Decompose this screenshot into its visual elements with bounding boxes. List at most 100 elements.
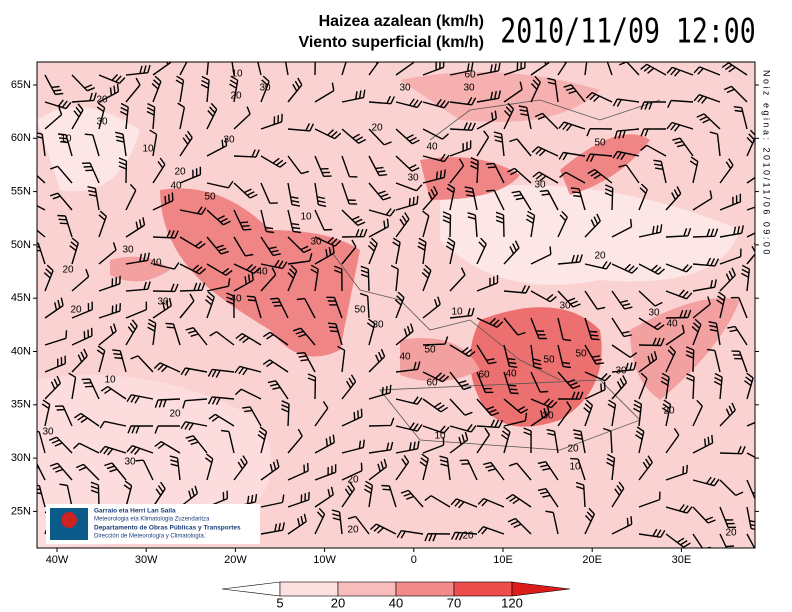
wind-barb [233,455,248,481]
wind-barb [381,484,397,508]
wind-barb [547,77,559,103]
wind-barb [640,144,667,157]
wind-barb [614,128,640,139]
lon-label: 20E [582,554,602,566]
contour-label: 50 [354,305,366,316]
wind-barb [154,425,180,434]
wind-barb [260,236,281,257]
wind-barb [257,62,262,76]
contour-label: 30 [615,366,627,377]
wind-barb [179,293,195,319]
wind-barb [530,371,549,393]
wind-barb [125,217,146,238]
wind-barb [127,425,154,434]
wind-barb [584,371,612,382]
wind-barb [537,461,559,481]
contour-label: 60 [464,70,476,81]
wind-barb [262,359,289,373]
wind-barb [611,516,633,535]
wind-barb [179,236,206,249]
contour-label: 30 [648,308,660,319]
wind-barb [233,106,251,130]
wind-barb [719,402,736,427]
wind-barb [206,263,233,276]
contour-labels: 10 20 20 30 30 60 30 10 30 10 30 20 40 50 20 50 40 30 30 10… [42,69,737,542]
contour-label: 20 [347,525,359,536]
wind-barb [152,62,172,76]
wind-barb [449,267,466,292]
wind-barb [493,131,505,157]
wind-barb [638,528,666,538]
wind-barbs [37,62,755,548]
wind-barb [633,399,643,427]
wind-barb [476,237,487,265]
wind-barb [476,427,490,454]
wind-barb [98,242,117,265]
wind-barb [287,264,298,292]
contour-label: 20 [62,265,74,276]
wind-barb [449,431,469,454]
wind-barb [666,66,694,77]
wind-barb [284,62,289,76]
wind-barb [152,157,166,184]
wind-barb [84,133,100,157]
wind-barb [638,183,648,211]
wind-barb [450,531,478,541]
wind-barb [719,445,746,455]
wind-barb [37,132,46,157]
lon-label: 30E [672,554,692,566]
contour-label: 40 [170,181,182,192]
contour-label: 40 [426,142,438,153]
lat-label: 30N [11,452,31,464]
wind-barb [368,208,396,217]
wind-barb [314,507,326,535]
wind-barb [395,182,423,192]
wind-barb [665,533,691,548]
wind-barb [44,106,63,130]
wind-barb [558,121,586,132]
wind-barb [421,264,432,292]
wind-barb [518,105,532,130]
wind-barb [260,522,285,535]
wind-barb [310,264,319,292]
wind-barb [175,75,185,103]
wind-barb [584,344,605,365]
wind-barb [586,128,613,137]
legend-label: 40 [389,595,403,610]
wind-barb [692,476,720,487]
wind-barb [476,344,497,365]
field: 10 20 20 30 30 60 30 10 30 10 30 20 40 50 20 50 40 30 30 10… [37,62,755,548]
wind-barb [368,441,394,454]
wind-barb [98,275,121,292]
wind-barb [341,182,358,205]
wind-barb [476,275,499,292]
contour-label: 30 [259,83,271,94]
wind-barb [584,381,606,400]
wind-barb [611,317,632,338]
wind-barb [125,64,151,76]
wind-barb [287,123,315,132]
wind-barb [221,429,235,454]
wind-barb [503,102,515,130]
wind-barb [262,331,289,346]
wind-barb [37,229,46,238]
wind-barb [169,455,181,481]
wind-barb [125,281,151,292]
contour-label: 40 [230,294,242,305]
wind-barb [693,94,721,104]
wind-barb [638,317,665,331]
contour-label: 10 [300,212,312,223]
wind-barb [49,462,73,481]
wind-barb [449,344,476,357]
wind-barb [638,337,665,347]
wind-barb [314,82,335,103]
wind-barb [525,210,536,238]
wind-barb [307,373,317,400]
legend-swatch [337,581,397,597]
wind-barb [505,494,532,508]
legend-label: 5 [276,595,283,610]
wind-barb [126,394,154,404]
field-low [37,107,140,192]
wind-barb [666,121,694,132]
wind-barb [287,209,302,234]
